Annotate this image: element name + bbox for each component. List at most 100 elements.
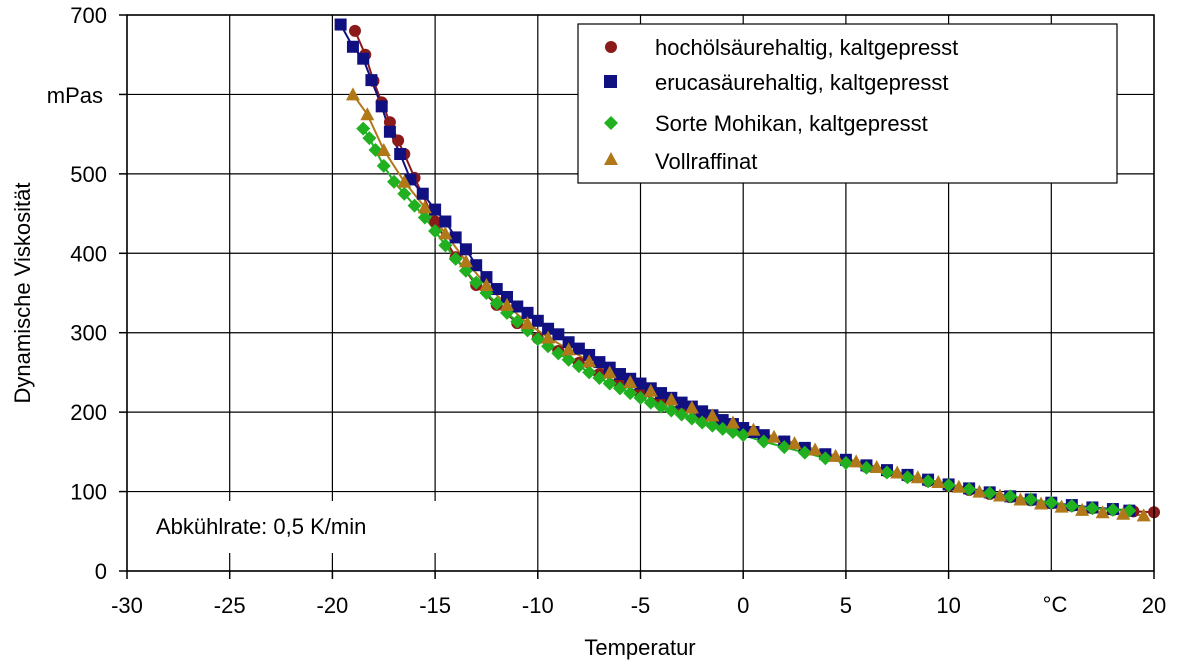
- data-point-diamond: [417, 210, 432, 225]
- data-point-diamond: [756, 434, 771, 449]
- data-markers: [334, 18, 1160, 522]
- data-point-diamond: [921, 474, 936, 489]
- data-point-diamond: [654, 399, 669, 414]
- data-point-diamond: [397, 186, 412, 201]
- data-point-triangle: [520, 316, 535, 330]
- data-point-square: [737, 422, 750, 435]
- data-point-diamond: [777, 440, 792, 455]
- legend-label: erucasäurehaltig, kaltgepresst: [655, 70, 949, 95]
- legend-label: Vollraffinat: [655, 149, 757, 174]
- data-point-square: [470, 259, 483, 272]
- data-point-diamond: [448, 251, 463, 266]
- x-tick-label: 20: [1142, 593, 1166, 618]
- data-point-triangle: [992, 488, 1007, 502]
- data-point-diamond: [438, 238, 453, 253]
- data-point-triangle: [725, 415, 740, 429]
- y-unit-label: mPas: [47, 83, 103, 108]
- data-point-triangle: [746, 422, 761, 436]
- data-point-triangle: [1116, 506, 1131, 520]
- annotation-box: [143, 501, 473, 553]
- y-tick-label: 200: [70, 400, 107, 425]
- data-point-square: [511, 300, 524, 313]
- data-point-diamond: [1064, 498, 1079, 513]
- legend-entry-erucasaeure: erucasäurehaltig, kaltgepresst: [604, 70, 949, 95]
- data-point-diamond: [1023, 492, 1038, 507]
- data-point-diamond: [982, 486, 997, 501]
- data-point-square: [572, 342, 585, 355]
- x-tick-label: -25: [214, 593, 246, 618]
- data-point-square: [357, 52, 370, 65]
- data-point-square: [480, 271, 493, 284]
- data-point-triangle: [561, 342, 576, 356]
- x-axis-title: Temperatur: [584, 635, 695, 660]
- data-point-square: [500, 290, 513, 303]
- y-tick-label: 700: [70, 3, 107, 28]
- data-point-diamond: [489, 296, 504, 311]
- data-point-triangle: [931, 475, 946, 489]
- data-point-square: [459, 243, 472, 256]
- y-tick-label: 500: [70, 162, 107, 187]
- x-tick-label: -5: [631, 593, 651, 618]
- data-point-diamond: [941, 478, 956, 493]
- data-point-square: [383, 125, 396, 138]
- data-point-square: [429, 203, 442, 216]
- data-point-square: [675, 396, 688, 409]
- data-point-diamond: [407, 198, 422, 213]
- data-point-triangle: [664, 392, 679, 406]
- data-point-diamond: [859, 460, 874, 475]
- data-point-diamond: [623, 386, 638, 401]
- cooling-rate-annotation: Abkühlrate: 0,5 K/min: [156, 514, 366, 539]
- data-point-triangle: [458, 254, 473, 268]
- data-point-triangle: [890, 465, 905, 479]
- data-point-triangle: [582, 354, 597, 368]
- legend-entry-vollraffinat: Vollraffinat: [604, 149, 757, 174]
- data-point-square: [334, 18, 347, 31]
- data-point-square: [552, 328, 565, 341]
- data-point-triangle: [972, 484, 987, 498]
- data-point-diamond: [376, 158, 391, 173]
- data-point-triangle: [869, 459, 884, 473]
- data-point-square: [716, 414, 729, 427]
- x-unit-label: °C: [1043, 592, 1068, 617]
- legend-entry-hochoelsaeure: hochölsäurehaltig, kaltgepresst: [605, 35, 958, 60]
- data-point-diamond: [387, 174, 402, 189]
- data-point-diamond: [664, 403, 679, 418]
- y-axis-title: Dynamische Viskosität: [10, 183, 35, 404]
- data-point-triangle: [541, 330, 556, 344]
- data-point-triangle: [623, 374, 638, 388]
- data-point-square: [346, 40, 359, 53]
- y-tick-label: 0: [95, 559, 107, 584]
- legend-triangle-marker: [604, 152, 618, 165]
- data-point-triangle: [808, 442, 823, 456]
- data-point-diamond: [1085, 501, 1100, 516]
- data-point-square: [490, 283, 503, 296]
- data-point-triangle: [787, 436, 802, 450]
- data-point-triangle: [345, 87, 360, 101]
- legend-label: Sorte Mohikan, kaltgepresst: [655, 111, 928, 136]
- data-point-diamond: [725, 425, 740, 439]
- data-point-triangle: [767, 429, 782, 443]
- x-tick-label: 5: [840, 593, 852, 618]
- data-point-diamond: [530, 332, 545, 347]
- data-point-triangle: [479, 278, 494, 292]
- data-point-circle: [383, 116, 396, 129]
- data-point-square: [562, 336, 575, 349]
- data-point-triangle: [910, 470, 925, 484]
- data-point-diamond: [674, 407, 689, 422]
- data-point-diamond: [582, 365, 597, 380]
- legend: hochölsäurehaltig, kaltgepresst erucasäu…: [577, 23, 1118, 184]
- data-point-diamond: [838, 455, 853, 470]
- y-tick-label: 100: [70, 480, 107, 505]
- data-point-triangle: [397, 174, 412, 188]
- data-point-triangle: [828, 448, 843, 462]
- data-point-diamond: [900, 470, 915, 485]
- data-point-triangle: [643, 383, 658, 397]
- data-point-circle: [429, 215, 442, 228]
- data-point-triangle: [438, 226, 453, 240]
- data-point-diamond: [551, 346, 566, 361]
- data-point-square: [542, 322, 555, 335]
- data-point-diamond: [695, 415, 710, 430]
- data-point-diamond: [684, 411, 699, 426]
- data-point-triangle: [1034, 496, 1049, 510]
- data-point-triangle: [499, 297, 514, 311]
